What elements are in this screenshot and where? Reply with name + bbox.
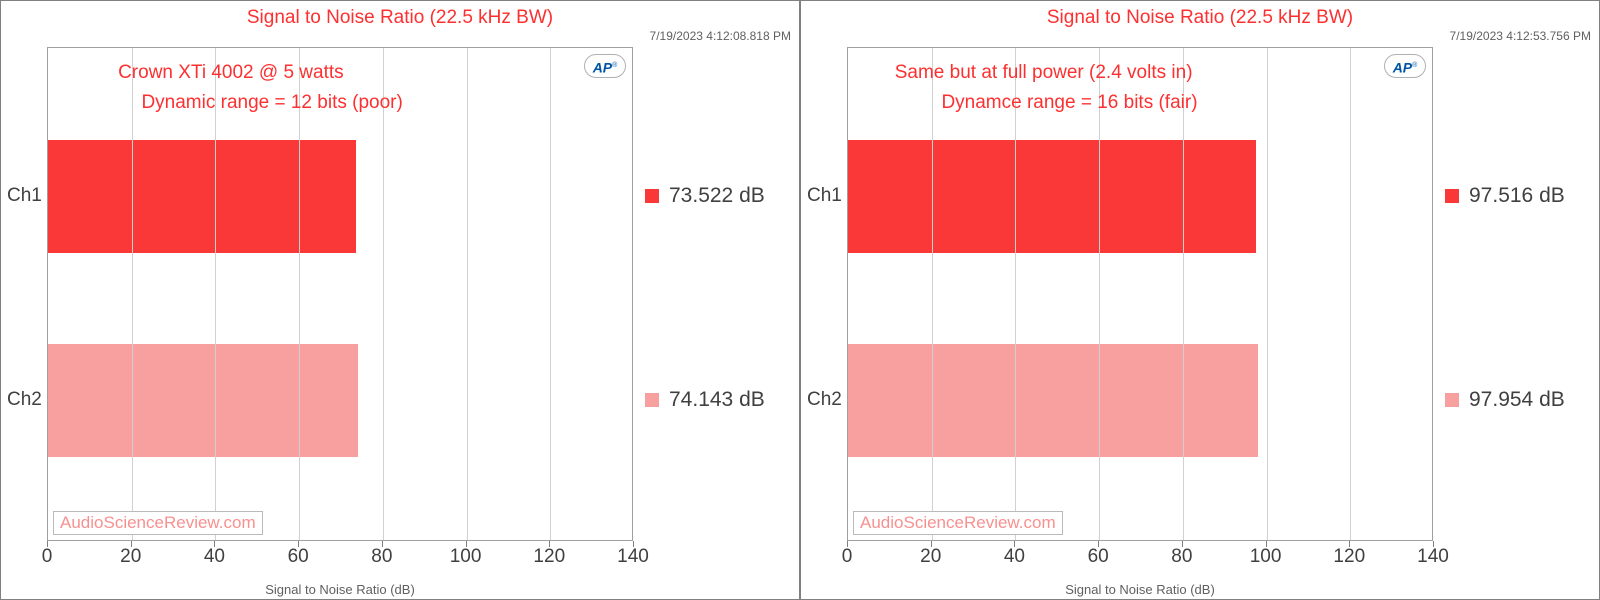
x-tick-label: 140 [617,546,649,568]
chart-panel-left: Signal to Noise Ratio (22.5 kHz BW) 7/19… [0,0,800,600]
y-axis-label-ch2: Ch2 [7,389,42,411]
gridline [1267,48,1268,540]
bar-ch1 [48,140,356,253]
x-tick-label: 60 [1088,546,1109,568]
annotation-line-2: Dynamce range = 16 bits (fair) [941,92,1197,114]
legend-value: 73.522 dB [669,184,765,208]
legend-value: 97.516 dB [1469,184,1565,208]
x-tick-label: 0 [42,546,53,568]
x-tick-label: 100 [1250,546,1282,568]
y-axis-label-ch2: Ch2 [807,389,842,411]
legend-swatch-icon [1445,393,1459,407]
bar-ch2 [48,344,358,457]
gridline [932,48,933,540]
chart-title: Signal to Noise Ratio (22.5 kHz BW) [1,7,799,29]
bar-ch2 [848,344,1258,457]
x-axis-label: Signal to Noise Ratio (dB) [47,582,633,597]
x-tick-label: 140 [1417,546,1449,568]
ap-badge-icon: AP [584,54,626,78]
chart-timestamp: 7/19/2023 4:12:53.756 PM [1450,29,1591,43]
watermark: AudioScienceReview.com [53,511,263,535]
plot-area: Crown XTi 4002 @ 5 watts Dynamic range =… [47,47,633,541]
annotation-line-1: Crown XTi 4002 @ 5 watts [118,62,344,84]
legend-swatch-icon [1445,189,1459,203]
x-tick-label: 20 [120,546,141,568]
bar-ch1 [848,140,1256,253]
chart-title: Signal to Noise Ratio (22.5 kHz BW) [801,7,1599,29]
gridline [1350,48,1351,540]
x-tick-label: 40 [1004,546,1025,568]
x-tick-label: 120 [533,546,565,568]
gridline [1099,48,1100,540]
legend-swatch-icon [645,189,659,203]
x-tick-label: 40 [204,546,225,568]
gridline [550,48,551,540]
ap-badge-icon: AP [1384,54,1426,78]
gridline [1015,48,1016,540]
watermark: AudioScienceReview.com [853,511,1063,535]
x-tick-label: 80 [1171,546,1192,568]
gridline [132,48,133,540]
chart-timestamp: 7/19/2023 4:12:08.818 PM [650,29,791,43]
x-tick-label: 60 [288,546,309,568]
annotation-line-1: Same but at full power (2.4 volts in) [895,62,1193,84]
gridline [215,48,216,540]
legend-swatch-icon [645,393,659,407]
chart-panel-right: Signal to Noise Ratio (22.5 kHz BW) 7/19… [800,0,1600,600]
x-tick-label: 100 [450,546,482,568]
gridline [1183,48,1184,540]
annotation-line-2: Dynamic range = 12 bits (poor) [141,92,402,114]
x-tick-label: 20 [920,546,941,568]
y-axis-label-ch1: Ch1 [807,185,842,207]
legend-value: 74.143 dB [669,388,765,412]
x-tick-label: 80 [371,546,392,568]
gridline [383,48,384,540]
legend-value: 97.954 dB [1469,388,1565,412]
x-axis-label: Signal to Noise Ratio (dB) [847,582,1433,597]
gridline [299,48,300,540]
x-tick-label: 120 [1333,546,1365,568]
plot-area: Same but at full power (2.4 volts in) Dy… [847,47,1433,541]
gridline [467,48,468,540]
x-tick-label: 0 [842,546,853,568]
y-axis-label-ch1: Ch1 [7,185,42,207]
